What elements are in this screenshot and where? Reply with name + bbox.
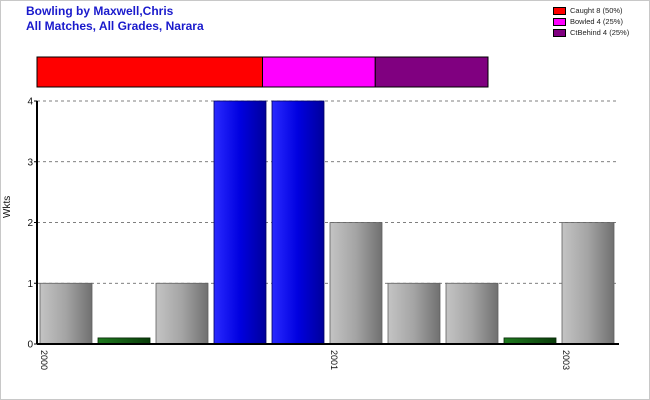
y-tick-label: 0: [27, 340, 33, 351]
legend-label-ctbehind: CtBehind 4 (25%): [570, 28, 630, 37]
legend-item-bowled: Bowled 4 (25%): [553, 16, 629, 27]
breakdown-segment-bowled: [262, 56, 376, 88]
gridlines: [37, 100, 619, 284]
y-tick-label: 4: [27, 97, 33, 108]
x-tick-labels: 2000 2001 2003: [39, 350, 571, 370]
legend-swatch-ctbehind: [553, 28, 566, 37]
legend-swatch-caught: [553, 6, 566, 15]
bar-6: [387, 282, 441, 345]
legend-swatch-bowled: [553, 17, 566, 26]
bar-9: [561, 222, 615, 345]
chart-subtitle: All Matches, All Grades, Narara: [26, 19, 204, 33]
bar-0: [39, 282, 93, 345]
bars: [39, 100, 615, 345]
breakdown-segment-ctbehind: [374, 56, 489, 88]
y-tick-label: 3: [27, 157, 33, 168]
y-tick-label: 1: [27, 279, 33, 290]
bar-3: [213, 100, 267, 345]
x-tick-label-2001: 2001: [329, 350, 339, 370]
legend-item-ctbehind: CtBehind 4 (25%): [553, 27, 629, 38]
legend-item-caught: Caught 8 (50%): [553, 5, 629, 16]
bar-7: [445, 282, 499, 345]
chart-title: Bowling by Maxwell,Chris: [26, 4, 174, 18]
axes: [34, 100, 619, 345]
bar-2: [155, 282, 209, 345]
dismissal-breakdown-bar: [36, 56, 489, 88]
x-tick-label-2003: 2003: [561, 350, 571, 370]
bar-5: [329, 222, 383, 345]
breakdown-segment-caught: [36, 56, 263, 88]
x-tick-label-2000: 2000: [39, 350, 49, 370]
y-tick-labels: 0 1 2 3 4: [27, 97, 33, 351]
legend-label-bowled: Bowled 4 (25%): [570, 17, 623, 26]
legend-label-caught: Caught 8 (50%): [570, 6, 623, 15]
bar-4: [271, 100, 325, 345]
y-tick-label: 2: [27, 218, 33, 229]
legend: Caught 8 (50%) Bowled 4 (25%) CtBehind 4…: [553, 5, 629, 38]
